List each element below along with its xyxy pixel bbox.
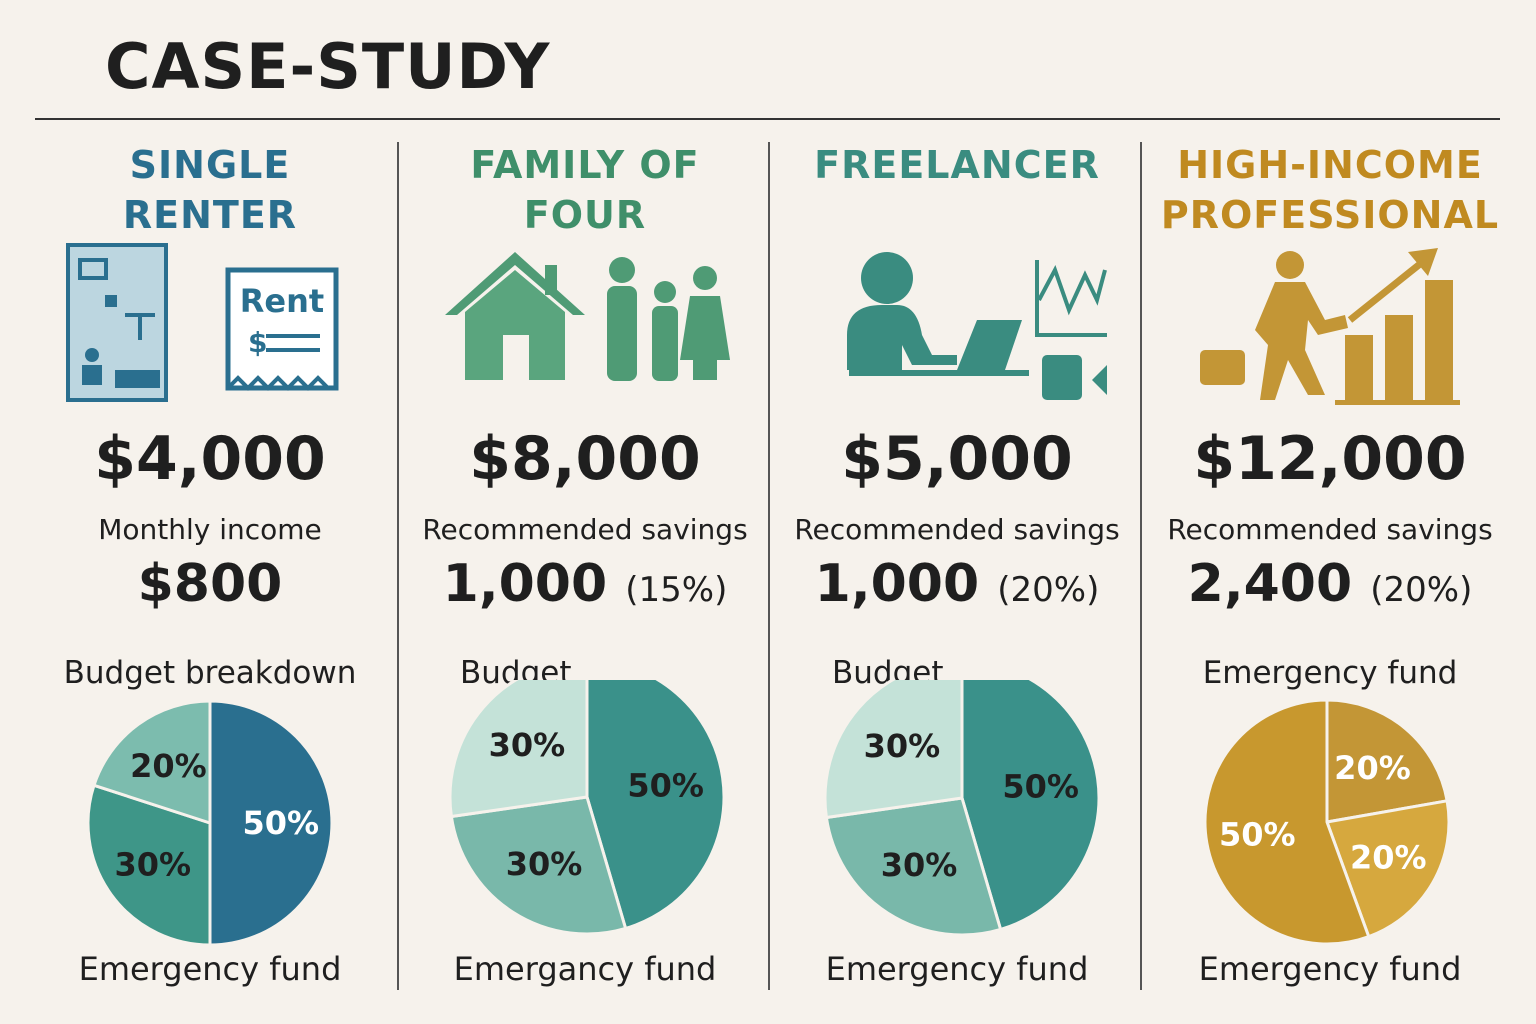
pie-slice-label: 50%: [242, 804, 319, 842]
pie-label: Emergency fund: [1202, 655, 1458, 691]
case-title-line: FAMILY OF: [470, 143, 700, 187]
savings-percent: (15%): [625, 570, 728, 610]
pie-slice: [824, 796, 1003, 937]
svg-text:Rent: Rent: [240, 282, 324, 320]
pie-slice: [823, 680, 964, 820]
column-divider: [1140, 142, 1142, 990]
climbing-growth-icon: [1145, 240, 1515, 420]
pie-slice: [960, 680, 1101, 932]
savings-amount: $800: [137, 554, 283, 614]
case-title-line: HIGH-INCOME: [1177, 143, 1483, 187]
case-column: HIGH-INCOME PROFESSIONAL $12,000 Recommen…: [1145, 140, 1515, 1000]
savings-percent: (20%): [1370, 570, 1473, 610]
budget-pie-chart: 50% 30% 20%: [86, 699, 334, 947]
savings-amount: 2,400: [1187, 554, 1353, 614]
pie-slice: [92, 699, 212, 826]
pie-slice-label: 20%: [130, 747, 207, 785]
income-amount: $4,000: [94, 424, 326, 494]
pie-slice-label: 50%: [1219, 815, 1296, 853]
case-column: FREELANCER $5,000 Recommended savings 1,…: [772, 140, 1142, 1000]
pie-slice-label: 30%: [114, 846, 191, 884]
savings-value: 1,000 (20%): [772, 552, 1142, 622]
pie-slice: [1203, 698, 1371, 946]
case-title-line: RENTER: [122, 193, 298, 237]
laptop-chart-icon: [772, 240, 1142, 420]
savings-value: 1,000 (15%): [400, 552, 770, 622]
case-title: SINGLE RENTER: [25, 140, 395, 240]
pie-slice: [208, 699, 334, 947]
pie-slice-label: 20%: [1350, 838, 1427, 876]
savings-amount: 1,000: [442, 554, 608, 614]
savings-value: $800: [25, 552, 395, 622]
savings-value: 2,400 (20%): [1145, 552, 1515, 622]
bottom-label: Emergency fund: [1198, 950, 1462, 988]
svg-text:$: $: [248, 326, 267, 359]
budget-pie-chart: 50% 30% 30%: [448, 680, 726, 936]
case-title-line: FREELANCER: [814, 143, 1100, 187]
case-title: FREELANCER: [772, 140, 1142, 240]
savings-percent: (20%): [997, 570, 1100, 610]
case-title-line: FOUR: [523, 193, 647, 237]
title-divider: [35, 118, 1500, 120]
apartment-rent-icon: Rent $: [25, 240, 395, 420]
pie-slice: [449, 795, 628, 936]
pie-label: Budget breakdown: [63, 655, 357, 691]
pie-slice-label: 30%: [881, 846, 958, 884]
pie-slice: [86, 783, 212, 947]
case-title: FAMILY OF FOUR: [400, 140, 770, 240]
pie-slice-label: 50%: [627, 767, 704, 805]
bottom-label: Emergency fund: [78, 950, 342, 988]
pie-slice-label: 30%: [506, 845, 583, 883]
savings-amount: 1,000: [814, 554, 980, 614]
case-column: FAMILY OF FOUR $8,000 Recommended savings…: [400, 140, 770, 1000]
amount-label: Recommended savings: [794, 513, 1120, 546]
pie-slice: [585, 680, 726, 931]
house-family-icon: [400, 240, 770, 420]
pie-slice: [448, 680, 589, 819]
pie-slice-label: 50%: [1002, 768, 1079, 806]
case-title-line: PROFESSIONAL: [1160, 193, 1500, 237]
case-title-line: SINGLE: [129, 143, 291, 187]
column-divider: [397, 142, 399, 990]
income-amount: $12,000: [1193, 424, 1467, 494]
pie-slice-label: 30%: [864, 727, 941, 765]
pie-slice-label: 20%: [1334, 749, 1411, 787]
amount-label: Monthly income: [98, 513, 322, 546]
bottom-label: Emergancy fund: [453, 950, 717, 988]
column-divider: [768, 142, 770, 990]
income-amount: $5,000: [841, 424, 1073, 494]
budget-pie-chart: 50% 30% 30%: [823, 680, 1101, 937]
amount-label: Recommended savings: [1167, 513, 1493, 546]
amount-label: Recommended savings: [422, 513, 748, 546]
case-column: SINGLE RENTER Rent $ $4,000 Monthly income…: [25, 140, 395, 1000]
case-title: HIGH-INCOME PROFESSIONAL: [1145, 140, 1515, 240]
bottom-label: Emergency fund: [825, 950, 1089, 988]
pie-slice-label: 30%: [489, 726, 566, 764]
income-amount: $8,000: [469, 424, 701, 494]
page-title: CASE-STUDY: [105, 30, 551, 103]
pie-slice: [1325, 698, 1449, 824]
budget-pie-chart: 20% 20% 50%: [1203, 698, 1451, 946]
